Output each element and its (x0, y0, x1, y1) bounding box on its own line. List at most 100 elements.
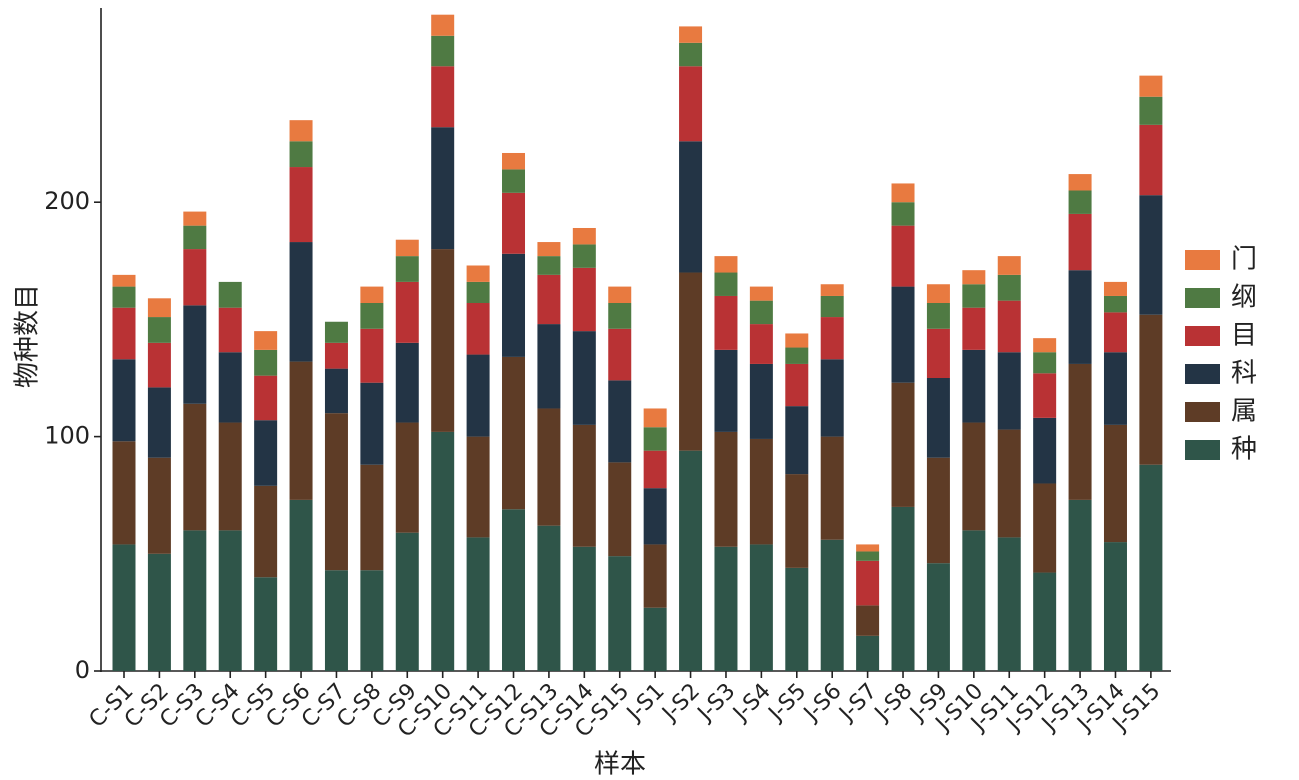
bar-segment (997, 274, 1021, 301)
bar-segment (1068, 363, 1092, 500)
bar-segment (1068, 270, 1092, 364)
bar-segment (679, 450, 703, 671)
bar-segment (1033, 572, 1057, 671)
bar-segment (431, 431, 455, 671)
bar-segment (183, 249, 207, 306)
y-tick-label: 0 (75, 656, 90, 684)
bar-segment (183, 225, 207, 250)
bar-segment (395, 422, 419, 533)
bar-segment (820, 295, 844, 318)
bar-segment (785, 333, 809, 348)
bar-segment (360, 570, 384, 671)
bar-segment (466, 265, 490, 282)
legend-label: 目 (1231, 321, 1257, 351)
bar-segment (856, 560, 880, 606)
bar-segment (1139, 195, 1163, 315)
bar-segment (962, 284, 986, 308)
bar-segment (1139, 124, 1163, 196)
bar-segment (289, 141, 313, 168)
bar-segment (608, 462, 632, 557)
bar-segment (856, 551, 880, 561)
bar-segment (289, 499, 313, 671)
bar-segment (820, 359, 844, 437)
bar-segment (537, 256, 561, 275)
bar-segment (856, 635, 880, 671)
bar-segment (112, 286, 136, 308)
bar-segment (926, 457, 950, 564)
bar-segment (679, 141, 703, 273)
bar-segment (254, 420, 278, 486)
legend-label: 种 (1231, 435, 1257, 465)
bar-segment (749, 544, 773, 671)
bar-segment (643, 544, 667, 608)
bar-segment (324, 570, 348, 671)
bar-segment (572, 546, 596, 671)
bar-segment (679, 272, 703, 451)
bar-segment (679, 66, 703, 142)
bar-segment (1068, 190, 1092, 214)
bar-segment (891, 225, 915, 287)
bar-segment (785, 406, 809, 475)
bar-segment (785, 567, 809, 671)
bar-segment (147, 317, 171, 343)
bar-segment (997, 300, 1021, 353)
bar-segment (997, 429, 1021, 538)
bar-segment (926, 284, 950, 303)
bar-segment (112, 544, 136, 671)
bar-segment (254, 485, 278, 578)
bar-segment (218, 307, 242, 353)
bar-segment (360, 302, 384, 329)
bar-segment (1033, 352, 1057, 374)
bar-segment (1103, 281, 1127, 296)
bar-segment (466, 302, 490, 355)
bar-segment (431, 249, 455, 432)
bar-segment (324, 413, 348, 571)
bar-segment (431, 14, 455, 36)
bar-segment (466, 354, 490, 437)
bar-segment (1103, 295, 1127, 313)
bar-segment (856, 544, 880, 552)
bar-segment (891, 506, 915, 671)
bar-segment (360, 464, 384, 571)
bar-segment (324, 368, 348, 414)
bar-segment (1068, 174, 1092, 191)
bar-segment (856, 605, 880, 636)
bar-segment (502, 253, 526, 357)
bar-segment (1139, 314, 1163, 465)
bar-segment (360, 382, 384, 465)
bar-segment (1068, 499, 1092, 671)
bar-segment (926, 378, 950, 458)
bar-segment (608, 328, 632, 381)
bar-segment (608, 556, 632, 671)
bar-segment (112, 274, 136, 287)
legend-label: 属 (1231, 397, 1257, 427)
bar-segment (608, 380, 632, 463)
bar-segment (643, 427, 667, 451)
bar-segment (572, 424, 596, 547)
bar-segment (254, 331, 278, 350)
legend-swatch (1185, 250, 1220, 270)
bar-segment (289, 242, 313, 362)
bar-segment (820, 284, 844, 296)
bar-segment (714, 546, 738, 671)
bar-segment (785, 363, 809, 407)
bar-segment (289, 167, 313, 243)
bar-segment (714, 349, 738, 432)
bar-segment (502, 169, 526, 193)
bar-segment (572, 267, 596, 332)
bar-segment (820, 539, 844, 671)
bar-segment (749, 300, 773, 325)
bar-segment (785, 347, 809, 364)
bar-segment (502, 509, 526, 671)
bar-segment (1103, 352, 1127, 425)
bar-segment (324, 321, 348, 343)
bar-segment (891, 286, 915, 383)
bar-segment (643, 450, 667, 489)
bar-segment (608, 286, 632, 303)
bar-segment (643, 408, 667, 428)
bar-segment (112, 307, 136, 360)
bar-segment (254, 577, 278, 671)
bar-segment (926, 302, 950, 329)
bar-segment (502, 356, 526, 510)
